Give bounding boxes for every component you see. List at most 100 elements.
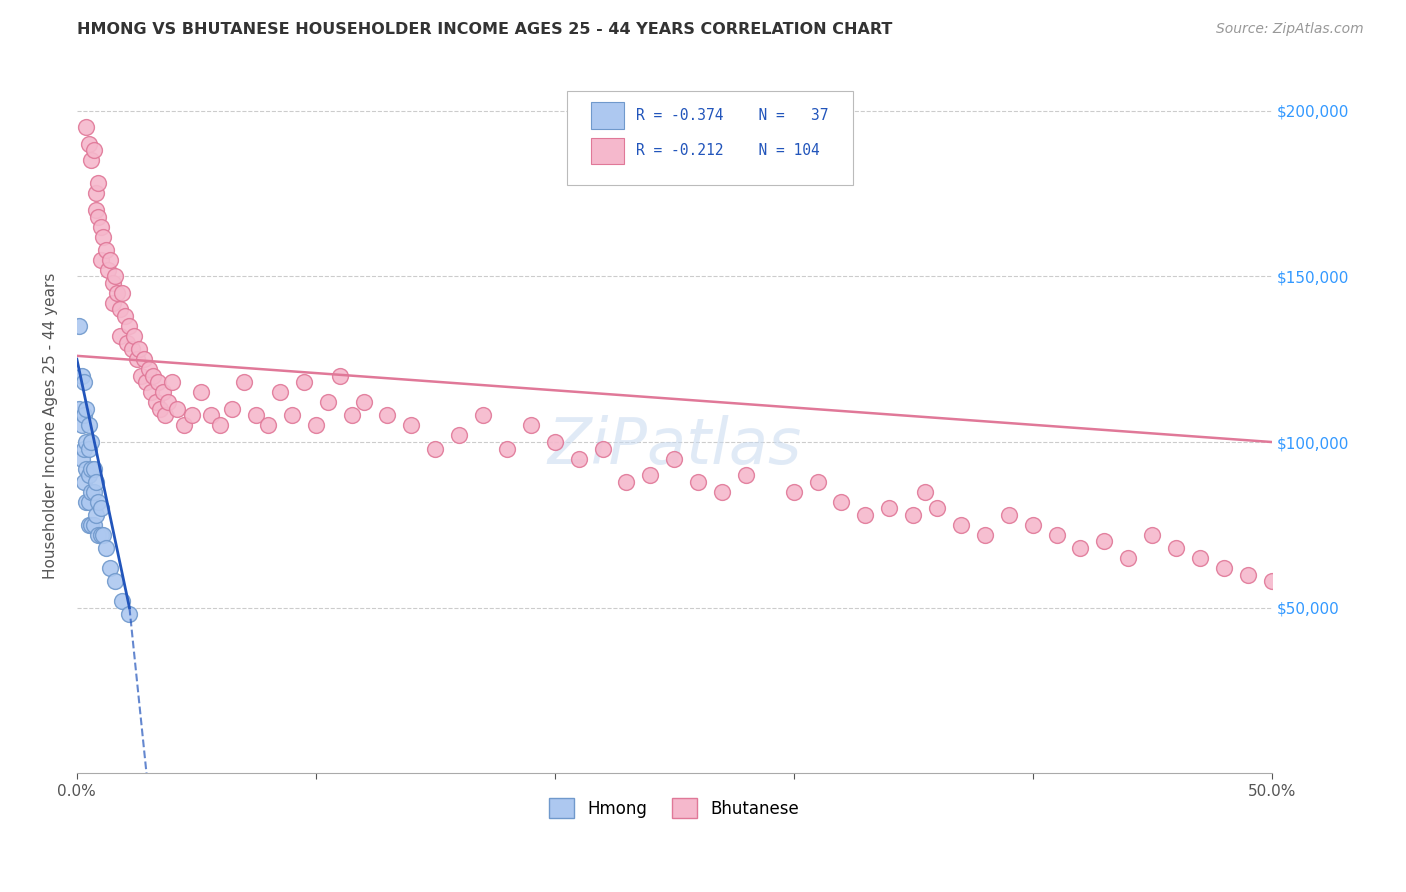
Point — [83, 461, 105, 475]
Point — [173, 418, 195, 433]
Point — [75, 401, 97, 416]
Point — [292, 376, 315, 390]
Point — [425, 442, 447, 456]
Legend: Hmong, Bhutanese: Hmong, Bhutanese — [543, 792, 806, 824]
Point — [377, 409, 399, 423]
Point — [104, 269, 127, 284]
Point — [94, 541, 117, 555]
Point — [108, 302, 131, 317]
Point — [80, 461, 103, 475]
Point — [121, 342, 143, 356]
Point — [257, 418, 280, 433]
Point — [70, 451, 93, 466]
Point — [156, 395, 179, 409]
Point — [91, 229, 114, 244]
Point — [1308, 594, 1330, 608]
Point — [1236, 567, 1258, 582]
Point — [200, 409, 222, 423]
Point — [114, 309, 136, 323]
Point — [853, 508, 876, 522]
Point — [997, 508, 1019, 522]
FancyBboxPatch shape — [567, 91, 853, 186]
Point — [1116, 551, 1139, 566]
Point — [180, 409, 202, 423]
Point — [108, 329, 131, 343]
Point — [77, 494, 100, 508]
Point — [1355, 607, 1378, 622]
Point — [281, 409, 304, 423]
Point — [1212, 561, 1234, 575]
Point — [233, 376, 256, 390]
Point — [496, 442, 519, 456]
Point — [75, 120, 97, 135]
Point — [1021, 517, 1043, 532]
Point — [149, 401, 172, 416]
Text: R = -0.212    N = 104: R = -0.212 N = 104 — [636, 144, 820, 158]
Point — [111, 594, 134, 608]
Point — [84, 508, 107, 522]
Point — [104, 574, 127, 589]
Point — [77, 442, 100, 456]
Point — [340, 409, 363, 423]
Point — [75, 494, 97, 508]
Point — [98, 252, 121, 267]
Point — [83, 484, 105, 499]
Point — [128, 342, 150, 356]
Point — [97, 262, 120, 277]
Point — [111, 285, 134, 300]
Point — [783, 484, 806, 499]
Point — [1164, 541, 1187, 555]
Point — [592, 442, 614, 456]
Point — [83, 517, 105, 532]
Point — [77, 136, 100, 151]
Point — [135, 376, 157, 390]
Point — [269, 385, 291, 400]
Point — [90, 219, 112, 234]
Point — [166, 401, 188, 416]
Point — [90, 501, 112, 516]
Point — [80, 517, 103, 532]
Point — [87, 494, 110, 508]
Point — [142, 368, 165, 383]
Point — [84, 475, 107, 489]
Point — [84, 186, 107, 201]
Point — [98, 561, 121, 575]
Point — [1260, 574, 1282, 589]
Point — [901, 508, 924, 522]
Text: HMONG VS BHUTANESE HOUSEHOLDER INCOME AGES 25 - 44 YEARS CORRELATION CHART: HMONG VS BHUTANESE HOUSEHOLDER INCOME AG… — [77, 22, 893, 37]
Point — [353, 395, 375, 409]
Point — [87, 528, 110, 542]
Point — [77, 418, 100, 433]
Point — [67, 401, 90, 416]
Point — [122, 329, 145, 343]
Point — [1140, 528, 1163, 542]
Point — [568, 451, 591, 466]
Point — [118, 607, 141, 622]
Point — [80, 484, 103, 499]
Point — [152, 385, 174, 400]
Point — [711, 484, 734, 499]
Point — [84, 202, 107, 217]
Point — [139, 385, 162, 400]
Text: R = -0.374    N =   37: R = -0.374 N = 37 — [636, 108, 828, 123]
Point — [90, 252, 112, 267]
Point — [1368, 617, 1391, 632]
Point — [305, 418, 328, 433]
Point — [544, 435, 567, 450]
Point — [162, 376, 184, 390]
Point — [67, 318, 90, 333]
Point — [329, 368, 352, 383]
Point — [925, 501, 948, 516]
Point — [73, 409, 96, 423]
Point — [616, 475, 638, 489]
Point — [877, 501, 900, 516]
Point — [735, 468, 758, 483]
Point — [77, 517, 100, 532]
Point — [115, 335, 138, 350]
Point — [138, 362, 160, 376]
Point — [1375, 627, 1398, 641]
Point — [87, 210, 110, 224]
Point — [125, 352, 148, 367]
Bar — [591, 137, 624, 164]
Point — [87, 177, 110, 191]
